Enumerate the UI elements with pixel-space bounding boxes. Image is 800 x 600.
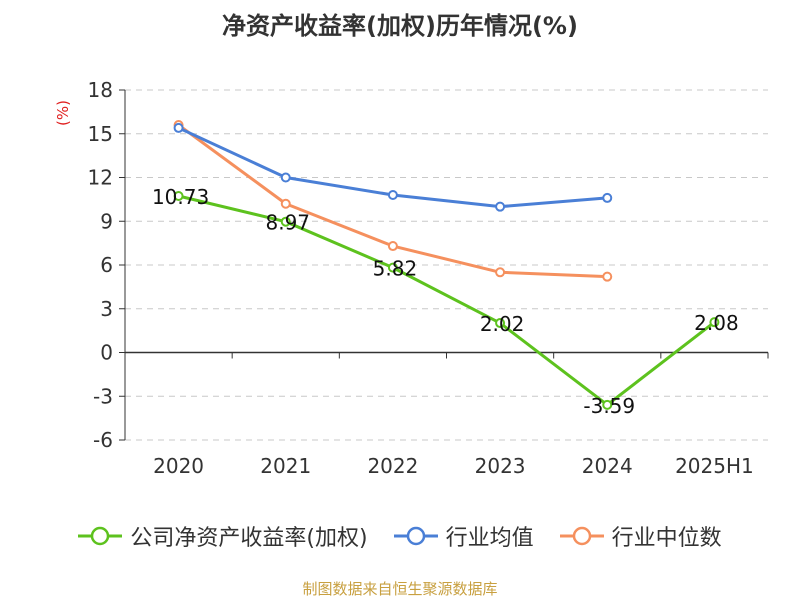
x-tick-label: 2024 — [582, 454, 633, 478]
x-tick-label: 2020 — [153, 454, 204, 478]
data-point — [495, 318, 506, 329]
legend-marker-industry-median — [559, 526, 604, 546]
data-label: -3.59 — [583, 394, 635, 418]
legend-item-company-roe[interactable]: 公司净资产收益率(加权) — [78, 520, 368, 552]
series-line — [177, 123, 608, 279]
data-point — [709, 317, 720, 328]
data-point — [280, 216, 291, 227]
legend-item-industry-median[interactable]: 行业中位数 — [559, 520, 722, 552]
legend-label-industry-mean: 行业均值 — [445, 526, 534, 551]
data-label: 2.02 — [480, 312, 525, 336]
x-tick-label: 2022 — [367, 454, 418, 478]
y-tick-label: 3 — [100, 297, 113, 321]
data-point — [280, 198, 291, 209]
x-tick-label: 2023 — [475, 454, 526, 478]
data-point — [387, 262, 398, 273]
data-label: 2.08 — [694, 311, 739, 335]
y-tick-label: 18 — [88, 78, 113, 102]
legend: 公司净资产收益率(加权) 行业均值 行业中位数 — [0, 520, 800, 552]
data-point — [602, 192, 613, 203]
y-tick-label: 9 — [100, 209, 113, 233]
data-label: 5.82 — [373, 257, 418, 281]
data-point — [495, 267, 506, 278]
data-point — [387, 190, 398, 200]
data-point — [495, 201, 506, 212]
y-tick-label: -6 — [93, 428, 113, 452]
line-chart: -6 -3 0 3 6 9 12 15 18 2020 2021 2022 2023 2024 2025H1… — [88, 78, 769, 478]
legend-label-company-roe: 公司净资产收益率(加权) — [130, 526, 368, 551]
source-note: 制图数据来自恒生聚源数据库 — [302, 580, 498, 598]
legend-marker-company-roe — [78, 526, 123, 546]
legend-item-industry-mean[interactable]: 行业均值 — [393, 520, 534, 552]
series-line — [178, 194, 716, 407]
data-point — [387, 241, 398, 252]
x-tick-label: 2021 — [260, 454, 311, 478]
y-tick-label: -3 — [93, 384, 113, 408]
y-tick-label: 15 — [88, 122, 113, 146]
y-tick-label: 6 — [100, 253, 113, 277]
y-tick-label: 12 — [88, 166, 113, 190]
data-point — [602, 271, 613, 282]
y-tick-label: 0 — [100, 341, 113, 365]
data-label: 8.97 — [265, 211, 310, 235]
data-point — [173, 122, 184, 133]
chart-title: 净资产收益率(加权)历年情况(%) — [222, 12, 578, 40]
x-tick-label: 2025H1 — [675, 454, 754, 478]
data-label: 10.73 — [152, 185, 209, 209]
data-point — [280, 172, 291, 183]
legend-label-industry-median: 行业中位数 — [611, 526, 722, 551]
data-point — [602, 399, 613, 410]
legend-marker-industry-mean — [393, 526, 438, 546]
data-point — [173, 191, 184, 202]
